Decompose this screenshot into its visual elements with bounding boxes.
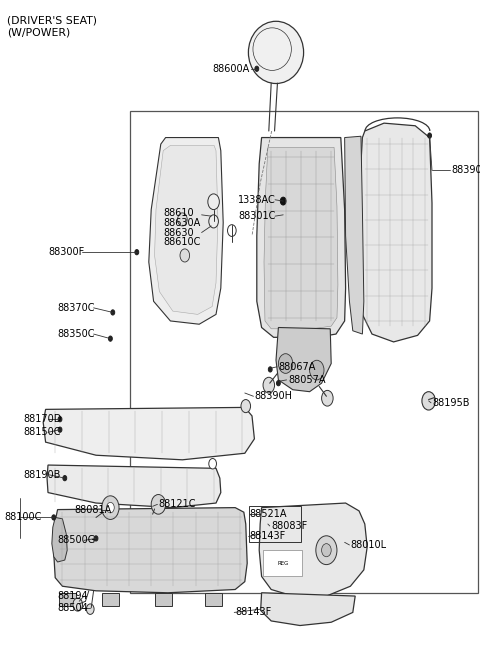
Circle shape (63, 476, 67, 481)
Polygon shape (257, 138, 346, 337)
Polygon shape (43, 407, 254, 460)
Text: 88150C: 88150C (23, 427, 60, 438)
Circle shape (268, 367, 272, 372)
Text: 88057A: 88057A (288, 375, 325, 385)
Text: (W/POWER): (W/POWER) (7, 28, 71, 38)
Text: 88081A: 88081A (74, 504, 112, 515)
Text: 88504: 88504 (58, 603, 88, 613)
Text: 88195B: 88195B (432, 398, 469, 408)
Text: 88610: 88610 (163, 208, 194, 218)
Polygon shape (155, 593, 172, 606)
Polygon shape (261, 593, 355, 626)
Polygon shape (276, 328, 331, 392)
Text: 88301C: 88301C (239, 211, 276, 221)
Text: 88143F: 88143F (235, 607, 272, 618)
Polygon shape (264, 147, 338, 329)
Text: 88630: 88630 (163, 227, 194, 238)
Circle shape (322, 390, 333, 406)
Polygon shape (59, 593, 76, 606)
Circle shape (263, 377, 275, 393)
Circle shape (276, 381, 280, 386)
Text: 88610C: 88610C (163, 237, 201, 248)
Text: 88100C: 88100C (5, 512, 42, 523)
Text: 88521A: 88521A (250, 509, 287, 519)
Text: 88600A: 88600A (212, 64, 250, 74)
Text: 88010L: 88010L (350, 540, 386, 550)
Circle shape (322, 544, 331, 557)
Circle shape (151, 495, 166, 514)
Polygon shape (149, 138, 223, 324)
Circle shape (310, 360, 324, 380)
Bar (130, 111, 478, 593)
Circle shape (58, 417, 62, 422)
Circle shape (178, 213, 187, 226)
Polygon shape (155, 145, 218, 314)
Text: (DRIVER'S SEAT): (DRIVER'S SEAT) (7, 16, 97, 26)
Circle shape (111, 310, 115, 315)
Bar (249, 506, 301, 542)
Circle shape (86, 604, 94, 614)
Circle shape (73, 598, 83, 611)
Text: 88370C: 88370C (58, 303, 95, 313)
Polygon shape (205, 593, 222, 606)
Bar (263, 550, 302, 576)
Circle shape (94, 536, 98, 541)
Circle shape (102, 496, 119, 519)
Polygon shape (359, 123, 432, 342)
Polygon shape (52, 517, 67, 562)
Circle shape (135, 250, 139, 255)
Text: 88067A: 88067A (278, 362, 316, 372)
Text: 88194: 88194 (58, 591, 88, 601)
Text: REG: REG (277, 561, 289, 566)
Text: 88390H: 88390H (254, 391, 292, 402)
Circle shape (209, 215, 218, 228)
Circle shape (278, 354, 293, 373)
Text: 88121C: 88121C (158, 499, 196, 510)
Polygon shape (102, 593, 119, 606)
Circle shape (52, 515, 56, 520)
Circle shape (428, 133, 432, 138)
Circle shape (228, 225, 236, 236)
Circle shape (422, 392, 435, 410)
Polygon shape (47, 465, 221, 508)
Text: 88143F: 88143F (250, 531, 286, 542)
Ellipse shape (249, 22, 304, 83)
Text: 88390N: 88390N (451, 165, 480, 176)
Text: 88300F: 88300F (48, 247, 84, 257)
Circle shape (209, 458, 216, 469)
Text: 88190B: 88190B (23, 470, 60, 480)
Circle shape (316, 536, 337, 565)
Polygon shape (54, 508, 247, 593)
Circle shape (255, 66, 259, 71)
Text: 88630A: 88630A (163, 217, 201, 228)
Polygon shape (259, 503, 367, 597)
Circle shape (208, 194, 219, 210)
Text: 88350C: 88350C (58, 329, 95, 339)
Text: 88083F: 88083F (271, 521, 308, 531)
Circle shape (241, 400, 251, 413)
Circle shape (180, 249, 190, 262)
Circle shape (108, 336, 112, 341)
Text: 1338AC: 1338AC (238, 195, 276, 205)
Text: 88170D: 88170D (23, 414, 61, 424)
Polygon shape (345, 136, 364, 334)
Circle shape (58, 427, 62, 432)
Circle shape (280, 197, 286, 205)
Text: 88500G: 88500G (58, 535, 96, 546)
Circle shape (107, 502, 114, 513)
